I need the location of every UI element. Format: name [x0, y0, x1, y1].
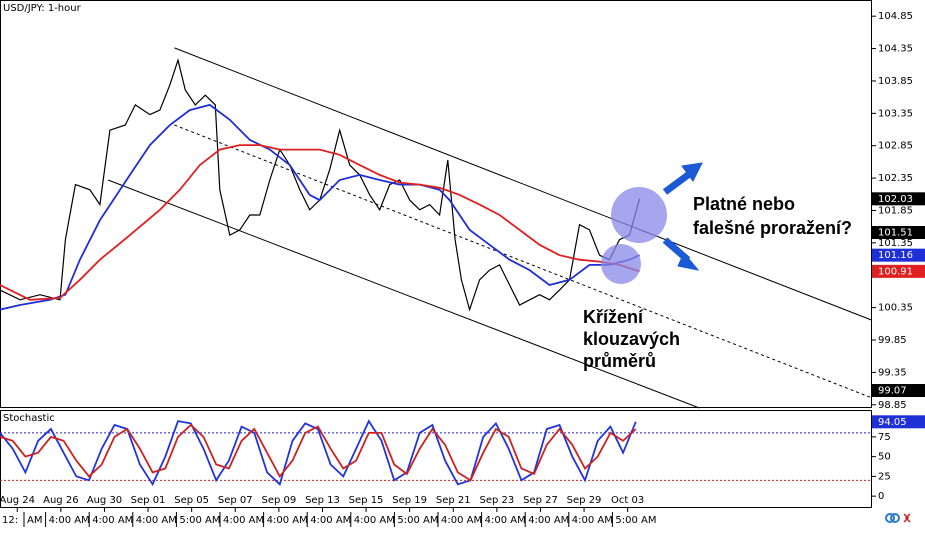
x-tick-label: Sep 07	[218, 495, 253, 506]
price-panel	[0, 0, 872, 408]
time-label: 4:00 AM	[92, 515, 133, 526]
annotation: falešné proražení?	[693, 218, 852, 238]
time-label: 5:00 AM	[615, 515, 656, 526]
time-label: 4:00 AM	[136, 515, 177, 526]
x-tick-label: Sep 19	[392, 495, 427, 506]
arrows	[662, 162, 703, 271]
y-tick-label: 101.35	[878, 238, 913, 249]
stochastic-panel	[0, 410, 872, 508]
y-tick-label: 103.35	[878, 108, 913, 119]
indicator-title: Stochastic	[3, 413, 55, 424]
x-tick-label: Sep 01	[131, 495, 166, 506]
series-line	[0, 103, 640, 311]
title-bg	[1, 1, 85, 15]
series-line	[0, 144, 640, 301]
x-tick-label: Sep 15	[349, 495, 384, 506]
price-marker	[872, 225, 925, 239]
plot: 104.85 104.35 103.85 103.35 102.85 102.35 101.…	[0, 11, 925, 527]
y-tick-label: 98.85	[878, 400, 907, 411]
x-tick-label: Oct 03	[611, 495, 644, 506]
x-tick-label: Sep 21	[436, 495, 471, 506]
time-label: 4:00 AM	[528, 515, 569, 526]
y-tick-label: 101.85	[878, 205, 913, 216]
y-tick-label: 99.35	[878, 367, 907, 378]
y-tick-label: 104.35	[878, 44, 913, 55]
time-label: 4:00 AM	[572, 515, 613, 526]
trend-line	[107, 179, 700, 409]
arrow-head	[681, 162, 703, 182]
x-tick-label: Sep 09	[261, 495, 296, 506]
price-marker	[872, 415, 925, 429]
x-tick-label: Aug 30	[87, 495, 122, 506]
x-tick-label: Sep 29	[567, 495, 602, 506]
x-tick-label: Sep 27	[523, 495, 558, 506]
price-marker-label: 100.91	[878, 266, 913, 277]
price-marker-label: 102.03	[878, 194, 913, 205]
time-label: 4:00 AM	[354, 515, 395, 526]
time-label: 12:	[2, 515, 18, 526]
time-label: AM	[27, 515, 42, 526]
highlight-circle	[611, 187, 667, 243]
annotation: průměrů	[583, 351, 656, 371]
x-tick-label: Sep 23	[479, 495, 514, 506]
y-tick-label: 50	[878, 452, 891, 463]
time-label: 5:00 AM	[179, 515, 220, 526]
series-line	[0, 58, 641, 312]
arrow-head	[677, 252, 700, 271]
price-marker-label: 101.51	[878, 227, 913, 238]
trend-line	[174, 124, 872, 399]
annotation: Platné nebo	[693, 194, 795, 214]
series-line	[0, 419, 637, 487]
y-tick-label: 102.35	[878, 173, 913, 184]
y-tick-label: 100.35	[878, 303, 913, 314]
price-marker-label: 101.16	[878, 250, 913, 261]
price-marker	[872, 192, 925, 206]
time-label: 4:00 AM	[49, 515, 90, 526]
icon	[903, 513, 911, 523]
x-tick-label: Aug 24	[0, 495, 35, 506]
price-marker	[872, 384, 925, 398]
time-label: 4:00 AM	[267, 515, 308, 526]
title-bg	[1, 411, 43, 424]
time-label: 4:00 AM	[485, 515, 526, 526]
chart-title: USD/JPY: 1-hour	[3, 3, 82, 14]
y-tick-label: 102.85	[878, 141, 913, 152]
time-label: 4:00 AM	[441, 515, 482, 526]
series-line	[0, 423, 637, 482]
time-label: 5:00 AM	[397, 515, 438, 526]
highlight-circle	[601, 244, 641, 284]
icon	[890, 513, 900, 523]
y-tick-label: 99.85	[878, 335, 907, 346]
price-marker	[872, 248, 925, 262]
trend-line	[174, 47, 872, 321]
price-marker-label: 94.05	[878, 417, 907, 428]
price-marker-label: 99.07	[878, 386, 907, 397]
y-tick-label: 104.85	[878, 11, 913, 22]
time-label: 4:00 AM	[223, 515, 264, 526]
arrow-up	[662, 169, 695, 195]
time-label: 4:00 AM	[310, 515, 351, 526]
icons	[885, 513, 911, 523]
y-tick-label: 0	[878, 491, 884, 502]
x-tick-label: Sep 13	[305, 495, 340, 506]
y-tick-label: 75	[878, 432, 891, 443]
annotation: Křížení	[583, 307, 644, 327]
x-tick-label: Aug 26	[43, 495, 78, 506]
y-tick-label: 25	[878, 471, 891, 482]
x-tick-label: Sep 05	[174, 495, 209, 506]
y-tick-label: 103.85	[878, 76, 913, 87]
icon	[885, 513, 895, 523]
price-marker	[872, 264, 925, 278]
annotation: klouzavých	[583, 329, 680, 349]
